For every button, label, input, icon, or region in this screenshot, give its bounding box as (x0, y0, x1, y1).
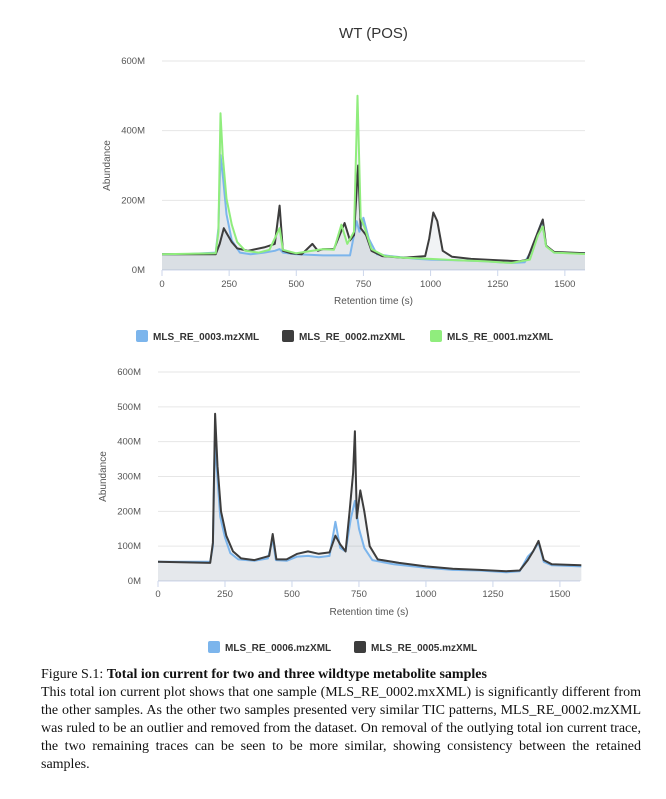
legend-label: MLS_RE_0003.mzXML (153, 332, 259, 343)
y-tick-label: 400M (117, 437, 141, 448)
y-axis-title: Abundance (98, 451, 109, 502)
y-tick-label: 300M (117, 472, 141, 483)
x-tick-label: 1250 (487, 279, 508, 290)
y-axis-title: Abundance (102, 140, 113, 191)
legend-item[interactable]: MLS_RE_0002.mzXML (282, 330, 405, 343)
y-tick-label: 0M (132, 265, 145, 276)
legend-item[interactable]: MLS_RE_0005.mzXML (354, 641, 477, 654)
y-tick-label: 600M (117, 367, 141, 378)
caption-title: Total ion current for two and three wild… (106, 667, 487, 682)
legend-label: MLS_RE_0005.mzXML (371, 643, 477, 654)
figure-caption: Figure S.1: Total ion current for two an… (41, 666, 641, 774)
chart-2: 0M 100M 200M 300M 400M 500M 600M 0 250 500 750 1000… (98, 367, 582, 654)
x-axis-title: Retention time (s) (334, 296, 413, 307)
legend-item[interactable]: MLS_RE_0006.mzXML (208, 641, 331, 654)
x-tick-label: 500 (288, 279, 304, 290)
chart-1: WT (POS) 0M 200M 400M 600M 0 250 500 750 1000 1250… (102, 25, 586, 343)
series-area-2 (162, 165, 585, 270)
x-tick-label: 1000 (420, 279, 441, 290)
x-tick-label: 1500 (549, 589, 570, 600)
y-tick-label: 400M (121, 126, 145, 137)
legend-swatch (282, 330, 294, 342)
legend-swatch (354, 641, 366, 653)
x-tick-label: 1500 (554, 279, 575, 290)
figure: WT (POS) 0M 200M 400M 600M 0 250 500 750 1000 1250… (98, 25, 586, 654)
legend-label: MLS_RE_0001.mzXML (447, 332, 553, 343)
x-tick-label: 0 (155, 589, 160, 600)
legend-swatch (430, 330, 442, 342)
y-tick-label: 0M (128, 576, 141, 587)
series-area-3 (162, 95, 585, 270)
x-tick-label: 750 (351, 589, 367, 600)
x-axis-title: Retention time (s) (330, 607, 409, 618)
legend-label: MLS_RE_0006.mzXML (225, 643, 331, 654)
y-tick-label: 100M (117, 541, 141, 552)
legend-item[interactable]: MLS_RE_0003.mzXML (136, 330, 259, 343)
series-area-1 (158, 441, 582, 581)
legend-swatch (136, 330, 148, 342)
y-tick-label: 200M (121, 195, 145, 206)
legend: MLS_RE_0006.mzXML MLS_RE_0005.mzXML (208, 641, 477, 654)
x-tick-label: 1250 (482, 589, 503, 600)
x-tick-label: 250 (217, 589, 233, 600)
y-tick-label: 500M (117, 402, 141, 413)
legend-swatch (208, 641, 220, 653)
legend: MLS_RE_0003.mzXML MLS_RE_0002.mzXML MLS_RE… (136, 330, 553, 343)
legend-label: MLS_RE_0002.mzXML (299, 332, 405, 343)
x-tick-label: 500 (284, 589, 300, 600)
y-tick-label: 200M (117, 506, 141, 517)
chart-title: WT (POS) (339, 25, 408, 42)
caption-body: This total ion current plot shows that o… (41, 685, 641, 772)
caption-label: Figure S.1: (41, 667, 104, 682)
x-tick-label: 250 (221, 279, 237, 290)
x-tick-label: 750 (355, 279, 371, 290)
x-tick-label: 0 (159, 279, 164, 290)
series-line-2 (157, 412, 582, 573)
y-tick-label: 600M (121, 56, 145, 67)
legend-item[interactable]: MLS_RE_0001.mzXML (430, 330, 553, 343)
series-area-1 (162, 155, 585, 270)
x-tick-label: 1000 (415, 589, 436, 600)
series-line-3 (161, 94, 586, 264)
